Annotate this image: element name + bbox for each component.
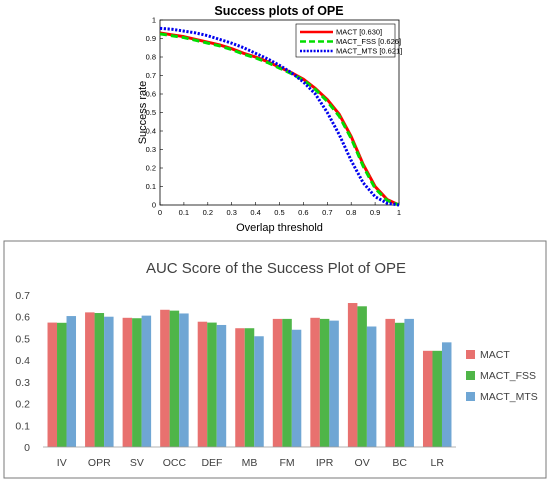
bottom-legend-label-1: MACT [480, 349, 510, 361]
top-x-tick-label: 0.5 [274, 208, 284, 217]
top-y-tick-label: 0.1 [146, 182, 156, 191]
top-x-tick-label: 0.6 [298, 208, 308, 217]
bar-fm-3 [291, 329, 302, 447]
bar-bc-3 [404, 318, 414, 447]
bottom-legend-swatch-1 [466, 350, 475, 359]
bar-occ-1 [160, 309, 170, 447]
bottom-x-tick-label: BC [392, 457, 407, 469]
top-y-tick-label: 0.4 [146, 127, 156, 136]
bar-ipr-1 [310, 317, 320, 447]
bottom-y-tick-label: 0.4 [15, 355, 30, 367]
top-x-tick-label: 0.4 [250, 208, 260, 217]
top-legend: MACT [0.630]MACT_FSS [0.626]MACT_MTS [0.… [295, 23, 402, 58]
top-y-tick-label: 0.7 [146, 71, 156, 80]
bottom-x-tick-label: IV [57, 457, 67, 469]
bar-occ-3 [179, 313, 189, 447]
top-y-tick-label: 0.9 [146, 34, 156, 43]
bar-fm-2 [282, 318, 292, 447]
bottom-y-tick-label: 0 [24, 442, 30, 454]
bar-iv-3 [66, 316, 77, 447]
top-series-line-2 [159, 32, 400, 207]
top-x-tick-label: 0.2 [203, 208, 213, 217]
bottom-y-tick-label: 0.5 [15, 333, 30, 345]
bottom-bars [47, 303, 452, 447]
top-chart-title: Success plots of OPE [214, 4, 343, 18]
bottom-x-tick-label: OPR [88, 457, 111, 469]
top-y-tick-label: 0.2 [146, 164, 156, 173]
bar-iv-1 [47, 322, 58, 447]
bar-lr-2 [432, 350, 442, 447]
bar-ov-2 [357, 306, 367, 447]
bottom-axis-ticks: 0 0.1 0.2 0.3 0.4 0.5 0.6 0.7 IV OPR SV OCC DEF MB FM I… [15, 290, 444, 469]
top-x-tick-label: 0.9 [370, 208, 380, 217]
bar-ov-3 [366, 326, 377, 447]
bar-occ-2 [169, 310, 180, 447]
top-x-axis-label: Overlap threshold [236, 222, 323, 234]
bar-ipr-3 [329, 320, 339, 447]
bottom-legend-swatch-2 [466, 371, 475, 380]
bar-bc-2 [394, 322, 405, 447]
top-x-tick-label: 0.3 [226, 208, 236, 217]
top-y-tick-label: 0.8 [146, 53, 156, 62]
bar-opr-3 [104, 316, 114, 447]
bottom-x-tick-label: IPR [316, 457, 334, 469]
bar-fm-1 [272, 318, 283, 447]
bottom-x-tick-label: OV [355, 457, 370, 469]
bottom-x-tick-label: SV [130, 457, 144, 469]
top-y-tick-label: 0.6 [146, 90, 156, 99]
top-y-tick-label: 0 [152, 201, 156, 210]
bar-sv-3 [141, 315, 152, 447]
bottom-legend: MACT MACT_FSS MACT_MTS [466, 349, 538, 403]
top-x-tick-label: 1 [397, 208, 401, 217]
top-y-tick-label: 1 [152, 16, 156, 25]
bar-ov-1 [347, 303, 358, 447]
bottom-x-tick-label: FM [279, 457, 294, 469]
bottom-legend-label-3: MACT_MTS [480, 391, 538, 403]
top-y-tick-label: 0.3 [146, 145, 156, 154]
bar-mb-2 [244, 328, 255, 447]
bottom-y-tick-label: 0.7 [15, 290, 30, 302]
bar-mb-1 [235, 328, 245, 447]
top-legend-label-3: MACT_MTS [0.621] [336, 47, 402, 56]
bar-lr-1 [422, 350, 433, 447]
bottom-y-tick-label: 0.1 [15, 420, 30, 432]
bottom-y-tick-label: 0.3 [15, 377, 30, 389]
bottom-legend-label-2: MACT_FSS [480, 370, 536, 382]
top-series-line-3 [159, 26, 400, 207]
success-plot-chart: Success plots of OPE 0 0.1 0.2 0.3 0.4 0.5 0.6… [137, 4, 402, 234]
top-legend-label-1: MACT [0.630] [336, 28, 382, 37]
bar-ipr-2 [319, 318, 330, 447]
bar-def-2 [207, 322, 217, 447]
bar-iv-2 [57, 322, 67, 447]
top-x-tick-label: 0 [158, 208, 162, 217]
bar-bc-1 [385, 318, 395, 447]
top-legend-label-2: MACT_FSS [0.626] [336, 37, 401, 46]
bar-opr-1 [85, 312, 95, 447]
bar-sv-1 [122, 317, 133, 447]
auc-bar-chart: AUC Score of the Success Plot of OPE 0 0.… [3, 240, 547, 479]
bar-mb-3 [254, 336, 264, 447]
top-y-tick-label: 0.5 [146, 108, 156, 117]
bottom-x-tick-label: LR [431, 457, 445, 469]
bottom-y-tick-label: 0.2 [15, 399, 30, 411]
bottom-x-tick-label: DEF [201, 457, 222, 469]
top-x-tick-label: 0.1 [179, 208, 189, 217]
bar-sv-2 [132, 318, 142, 447]
bottom-x-tick-label: OCC [163, 457, 187, 469]
top-x-tick-label: 0.7 [322, 208, 332, 217]
bar-def-3 [216, 324, 227, 447]
bar-def-1 [197, 321, 208, 447]
top-x-tick-label: 0.8 [346, 208, 356, 217]
top-axis-ticks: 0 0.1 0.2 0.3 0.4 0.5 0.6 0.7 0.8 0.9 1 0 0.1 0.2 0.3 0… [146, 16, 402, 218]
bottom-y-tick-label: 0.6 [15, 312, 30, 324]
top-y-axis-label: Success rate [137, 81, 149, 145]
bottom-legend-swatch-3 [466, 392, 475, 401]
top-series-lines [159, 26, 400, 207]
bottom-x-tick-label: MB [242, 457, 258, 469]
bar-opr-2 [94, 313, 105, 447]
bar-lr-3 [441, 342, 452, 447]
bottom-chart-title: AUC Score of the Success Plot of OPE [146, 260, 406, 277]
